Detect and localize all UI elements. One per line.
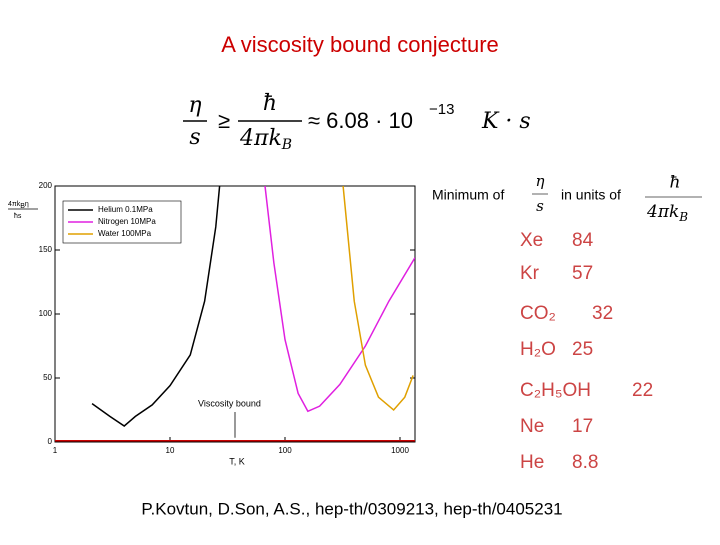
element-name: H₂O [520,339,556,360]
legend-label: Water 100MPa [98,229,152,238]
y-tick-label: 50 [43,373,52,382]
min-ratio: 17 [572,416,593,437]
element-name: Ne [520,416,544,437]
series-line [91,186,221,427]
formula-part: K · s [481,109,531,134]
y-axis-label-part: B [20,203,25,210]
y-axis-label-part: 4πk [8,201,21,208]
x-tick-label: 1000 [391,446,409,455]
series-line [342,186,414,412]
formula-part: ≥ [218,108,230,133]
series-line [264,186,415,413]
y-axis-label-part: η [25,201,29,208]
formula-part: ≈ 6.08 · 10 [308,108,413,133]
x-tick-label: 1 [53,446,58,455]
element-name: Xe [520,230,543,251]
element-name: Kr [520,263,540,284]
x-tick-label: 100 [278,446,292,455]
formula-part: η [188,93,201,118]
header-text: η [536,172,545,190]
header-text: in units of [561,187,621,203]
header-text: Minimum of [432,187,504,203]
formula-part: s [189,125,200,150]
y-tick-label: 150 [39,245,53,254]
legend-label: Helium 0.1MPa [98,205,153,214]
min-ratio: 25 [572,339,593,360]
x-axis-label: T, K [229,456,245,466]
element-name: He [520,452,544,473]
formula-part: ħ [263,91,277,116]
formula-part: −13 [429,101,454,118]
header-text: 4πkB [646,202,688,224]
element-name: C₂H₅OH [520,380,591,401]
annotation: Viscosity bound [198,398,261,408]
y-tick-label: 100 [39,309,53,318]
table-header: Minimum of η s in units of ħ 4πkB [432,172,702,224]
formula-part: 4πkB [239,126,292,153]
header-text: s [536,197,544,215]
legend-label: Nitrogen 10MPa [98,217,156,226]
y-tick-label: 0 [48,437,53,446]
x-tick-label: 10 [166,446,175,455]
formula: η s ≥ ħ 4πkB ≈ 6.08 · 10 −13 K · s [183,91,531,153]
min-ratio: 84 [572,230,594,251]
y-axis-label: ħs [14,213,22,220]
min-ratio: 22 [632,380,653,401]
y-tick-label: 200 [39,181,53,190]
min-ratio: 57 [572,263,593,284]
header-text: ħ [670,173,681,193]
min-ratio: 8.8 [572,452,598,473]
y-axis-label: 4πkBη [8,201,29,210]
element-name: CO₂ [520,303,556,324]
citation: P.Kovtun, D.Son, A.S., hep-th/0309213, h… [141,499,562,518]
min-ratio: 32 [592,303,613,324]
title: A viscosity bound conjecture [221,32,499,57]
